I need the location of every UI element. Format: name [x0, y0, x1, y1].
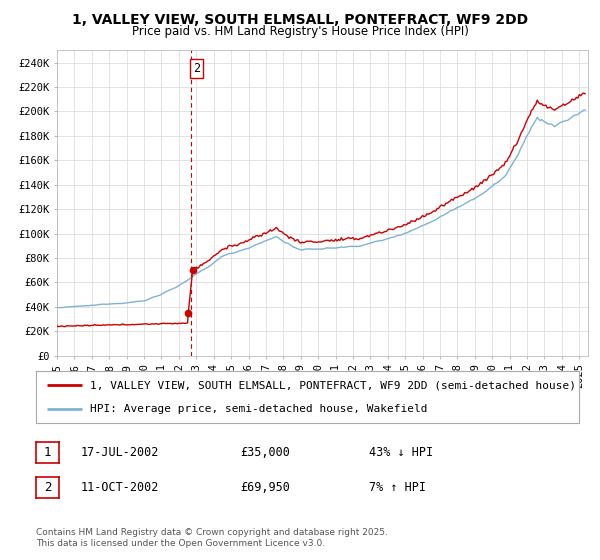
Text: 2: 2 — [44, 480, 51, 494]
Text: Contains HM Land Registry data © Crown copyright and database right 2025.
This d: Contains HM Land Registry data © Crown c… — [36, 528, 388, 548]
Text: 1, VALLEY VIEW, SOUTH ELMSALL, PONTEFRACT, WF9 2DD (semi-detached house): 1, VALLEY VIEW, SOUTH ELMSALL, PONTEFRAC… — [91, 380, 576, 390]
Text: 11-OCT-2002: 11-OCT-2002 — [81, 480, 160, 494]
Text: 1, VALLEY VIEW, SOUTH ELMSALL, PONTEFRACT, WF9 2DD: 1, VALLEY VIEW, SOUTH ELMSALL, PONTEFRAC… — [72, 13, 528, 27]
Text: 1: 1 — [44, 446, 51, 459]
Text: Price paid vs. HM Land Registry's House Price Index (HPI): Price paid vs. HM Land Registry's House … — [131, 25, 469, 38]
Text: 43% ↓ HPI: 43% ↓ HPI — [369, 446, 433, 459]
Text: 7% ↑ HPI: 7% ↑ HPI — [369, 480, 426, 494]
Text: £35,000: £35,000 — [240, 446, 290, 459]
Text: HPI: Average price, semi-detached house, Wakefield: HPI: Average price, semi-detached house,… — [91, 404, 428, 414]
Text: £69,950: £69,950 — [240, 480, 290, 494]
Text: 17-JUL-2002: 17-JUL-2002 — [81, 446, 160, 459]
Text: 2: 2 — [193, 62, 200, 76]
